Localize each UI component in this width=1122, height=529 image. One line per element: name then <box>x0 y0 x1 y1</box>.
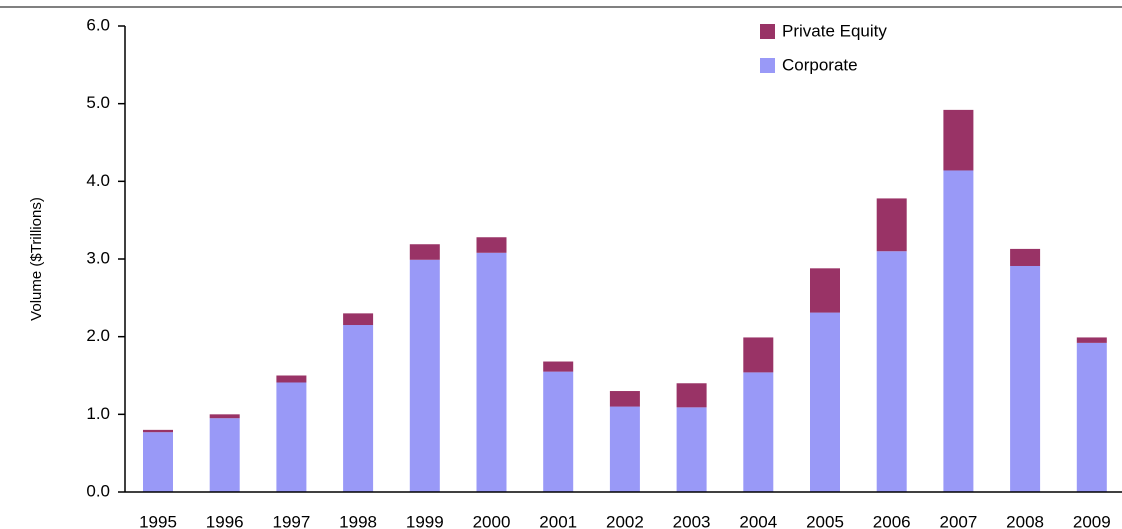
bar-segment <box>343 313 374 326</box>
x-tick-label: 2007 <box>939 512 977 529</box>
bar-segment <box>943 109 974 171</box>
bar-segment <box>676 407 707 492</box>
bar-segment <box>1010 248 1041 266</box>
x-tick-label: 2009 <box>1073 512 1111 529</box>
bar-segment <box>876 198 907 252</box>
bar-segment <box>876 251 907 492</box>
bar-segment <box>409 244 440 260</box>
y-tick-label: 2.0 <box>86 326 110 345</box>
y-axis-label: Volume ($Trillions) <box>28 197 45 321</box>
bar-segment <box>276 382 307 492</box>
bar-segment <box>943 170 974 492</box>
bar-segment <box>209 414 240 419</box>
legend-label: Private Equity <box>782 21 887 40</box>
bar-segment <box>676 383 707 408</box>
legend-swatch <box>760 58 775 73</box>
bar-segment <box>543 361 574 372</box>
bar-segment <box>143 432 173 492</box>
legend-swatch <box>760 24 775 39</box>
y-tick-label: 1.0 <box>86 404 110 423</box>
x-tick-label: 1998 <box>339 512 377 529</box>
bar-segment <box>743 372 774 492</box>
x-tick-label: 2005 <box>806 512 844 529</box>
x-tick-label: 1996 <box>206 512 244 529</box>
x-tick-label: 2002 <box>606 512 644 529</box>
x-tick-label: 1999 <box>406 512 444 529</box>
y-tick-label: 3.0 <box>86 248 110 267</box>
bar-segment <box>743 337 774 373</box>
x-tick-label: 2003 <box>673 512 711 529</box>
bar-segment <box>476 237 507 253</box>
bar-segment <box>476 252 507 492</box>
y-tick-label: 4.0 <box>86 171 110 190</box>
bar-segment <box>209 418 240 492</box>
x-tick-label: 2000 <box>473 512 511 529</box>
bar-segment <box>143 429 173 433</box>
bar-segment <box>810 312 840 492</box>
x-tick-label: 1995 <box>139 512 177 529</box>
y-tick-label: 5.0 <box>86 93 110 112</box>
bar-segment <box>1076 342 1107 492</box>
bar-segment <box>609 406 640 492</box>
bar-segment <box>276 375 307 383</box>
bar-segment <box>1076 337 1107 343</box>
bar-segment <box>543 371 574 492</box>
bar-segment <box>1010 265 1041 492</box>
x-tick-label: 2008 <box>1006 512 1044 529</box>
y-tick-label: 0.0 <box>86 481 110 500</box>
legend-label: Corporate <box>782 55 858 74</box>
bar-segment <box>409 259 440 492</box>
y-tick-label: 6.0 <box>86 15 110 34</box>
x-tick-label: 2001 <box>539 512 577 529</box>
x-tick-label: 1997 <box>272 512 310 529</box>
bar-segment <box>343 325 374 492</box>
x-tick-label: 2006 <box>873 512 911 529</box>
bar-segment <box>810 268 840 313</box>
bar-segment <box>609 391 640 407</box>
x-tick-label: 2004 <box>739 512 777 529</box>
